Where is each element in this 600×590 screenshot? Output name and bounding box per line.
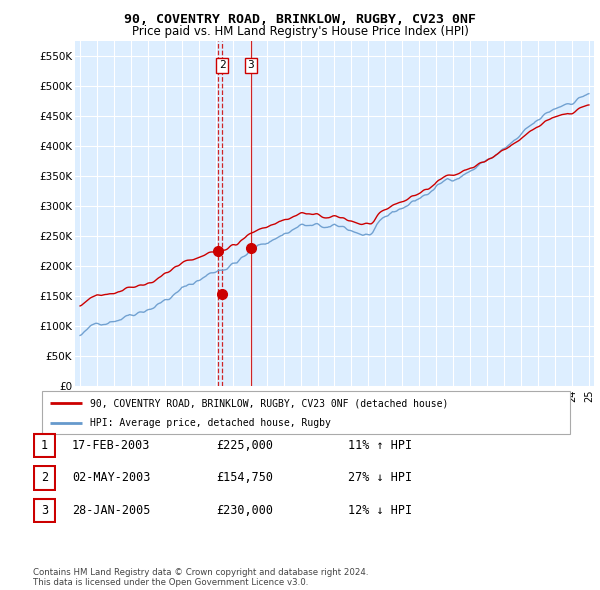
Text: 12% ↓ HPI: 12% ↓ HPI [348,504,412,517]
Text: 1: 1 [41,439,48,452]
Text: 90, COVENTRY ROAD, BRINKLOW, RUGBY, CV23 0NF (detached house): 90, COVENTRY ROAD, BRINKLOW, RUGBY, CV23… [89,398,448,408]
Text: 02-MAY-2003: 02-MAY-2003 [72,471,151,484]
Text: 3: 3 [248,60,254,70]
Text: Price paid vs. HM Land Registry's House Price Index (HPI): Price paid vs. HM Land Registry's House … [131,25,469,38]
Text: £154,750: £154,750 [216,471,273,484]
Text: 27% ↓ HPI: 27% ↓ HPI [348,471,412,484]
FancyBboxPatch shape [34,434,55,457]
Text: 17-FEB-2003: 17-FEB-2003 [72,439,151,452]
FancyBboxPatch shape [34,499,55,522]
Text: 3: 3 [41,504,48,517]
Text: HPI: Average price, detached house, Rugby: HPI: Average price, detached house, Rugb… [89,418,331,428]
Text: £230,000: £230,000 [216,504,273,517]
Text: 2: 2 [218,60,226,70]
Text: 11% ↑ HPI: 11% ↑ HPI [348,439,412,452]
Text: 90, COVENTRY ROAD, BRINKLOW, RUGBY, CV23 0NF: 90, COVENTRY ROAD, BRINKLOW, RUGBY, CV23… [124,13,476,26]
Text: £225,000: £225,000 [216,439,273,452]
Text: 2: 2 [41,471,48,484]
Text: 28-JAN-2005: 28-JAN-2005 [72,504,151,517]
Text: Contains HM Land Registry data © Crown copyright and database right 2024.
This d: Contains HM Land Registry data © Crown c… [33,568,368,587]
FancyBboxPatch shape [42,391,570,434]
FancyBboxPatch shape [34,466,55,490]
